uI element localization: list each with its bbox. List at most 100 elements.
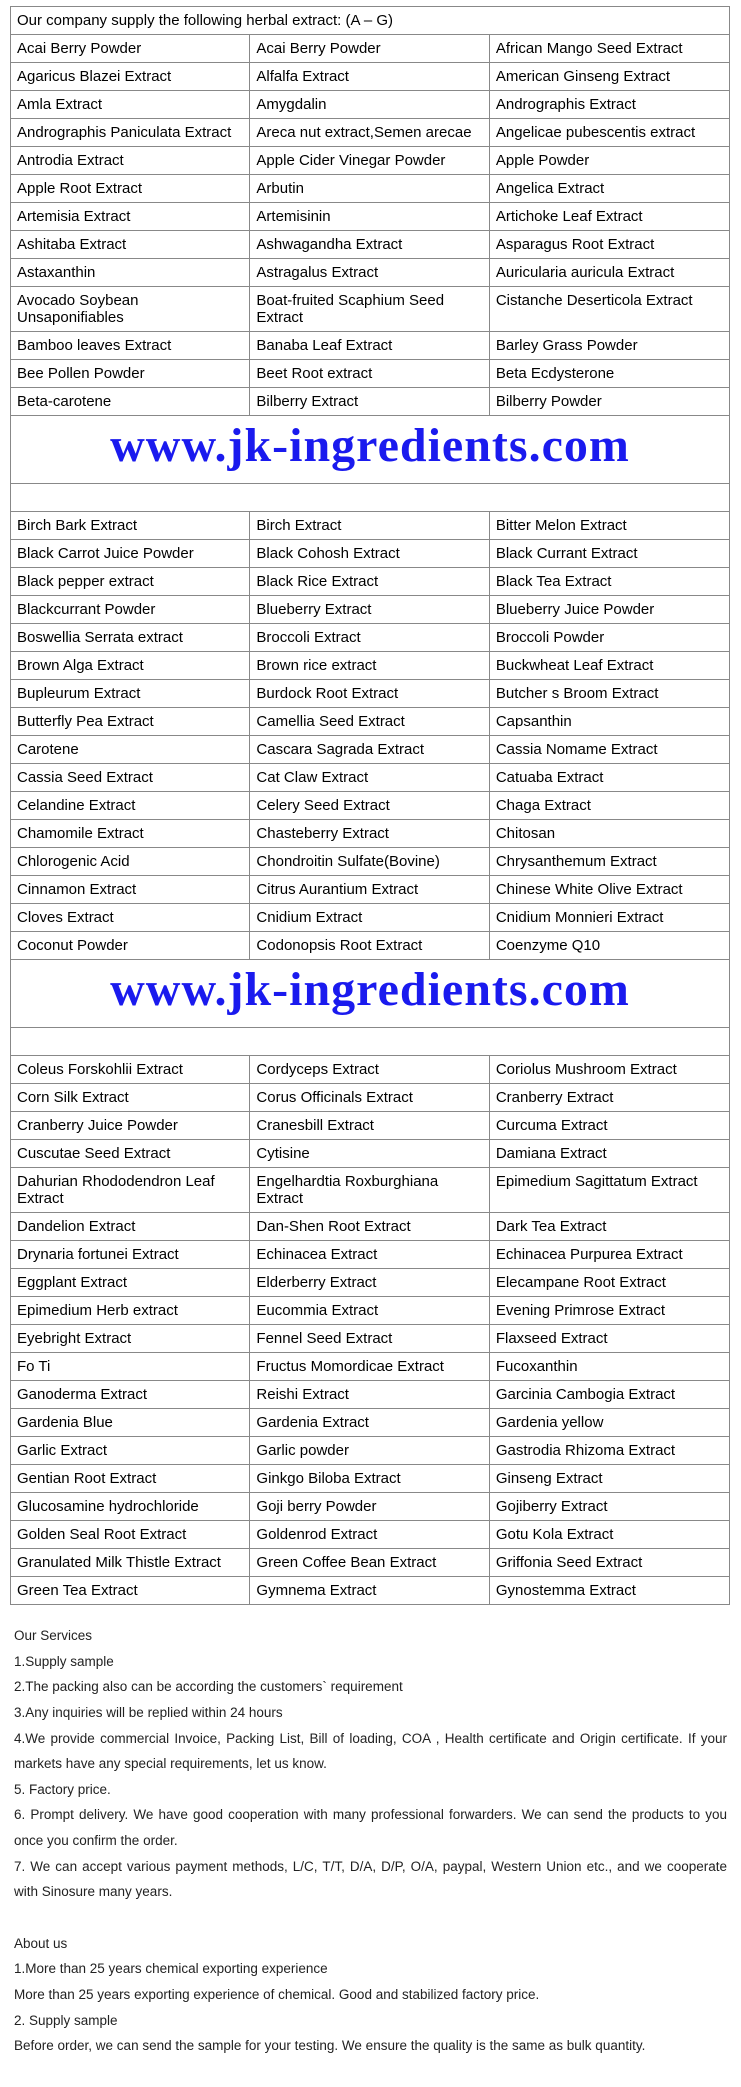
table-cell: Codonopsis Root Extract: [250, 932, 489, 960]
table-row: Epimedium Herb extractEucommia ExtractEv…: [11, 1297, 730, 1325]
table-cell: Goji berry Powder: [250, 1493, 489, 1521]
table-cell: American Ginseng Extract: [489, 63, 729, 91]
table-cell: Glucosamine hydrochloride: [11, 1493, 250, 1521]
table-row: Gardenia BlueGardenia ExtractGardenia ye…: [11, 1409, 730, 1437]
herbal-extract-table: Our company supply the following herbal …: [10, 6, 730, 1605]
table-cell: Ginseng Extract: [489, 1465, 729, 1493]
table-cell: Astragalus Extract: [250, 259, 489, 287]
table-cell: Engelhardtia Roxburghiana Extract: [250, 1168, 489, 1213]
table-cell: Echinacea Purpurea Extract: [489, 1241, 729, 1269]
table-cell: Damiana Extract: [489, 1140, 729, 1168]
table-row: Bee Pollen PowderBeet Root extractBeta E…: [11, 360, 730, 388]
table-cell: Cuscutae Seed Extract: [11, 1140, 250, 1168]
table-cell: Camellia Seed Extract: [250, 708, 489, 736]
table-cell: Beet Root extract: [250, 360, 489, 388]
table-cell: Bamboo leaves Extract: [11, 332, 250, 360]
table-cell: Celery Seed Extract: [250, 792, 489, 820]
table-cell: Angelicae pubescentis extract: [489, 119, 729, 147]
table-cell: Buckwheat Leaf Extract: [489, 652, 729, 680]
table-cell: Broccoli Powder: [489, 624, 729, 652]
table-cell: Black Cohosh Extract: [250, 540, 489, 568]
table-cell: Coleus Forskohlii Extract: [11, 1056, 250, 1084]
table-row: Celandine ExtractCelery Seed ExtractChag…: [11, 792, 730, 820]
table-cell: Dan-Shen Root Extract: [250, 1213, 489, 1241]
table-row: Corn Silk ExtractCorus Officinals Extrac…: [11, 1084, 730, 1112]
table-cell: Amygdalin: [250, 91, 489, 119]
table-cell: Cordyceps Extract: [250, 1056, 489, 1084]
watermark-text: www.jk-ingredients.com: [110, 963, 630, 1016]
table-cell: Gotu Kola Extract: [489, 1521, 729, 1549]
watermark-cell: www.jk-ingredients.com: [11, 416, 730, 484]
table-cell: Black Currant Extract: [489, 540, 729, 568]
table-row: Granulated Milk Thistle ExtractGreen Cof…: [11, 1549, 730, 1577]
table-cell: Corn Silk Extract: [11, 1084, 250, 1112]
table-cell: Catuaba Extract: [489, 764, 729, 792]
table-cell: Birch Bark Extract: [11, 512, 250, 540]
table-row: Cranberry Juice PowderCranesbill Extract…: [11, 1112, 730, 1140]
table-row: Glucosamine hydrochlorideGoji berry Powd…: [11, 1493, 730, 1521]
table-cell: Andrographis Paniculata Extract: [11, 119, 250, 147]
table-cell: Black pepper extract: [11, 568, 250, 596]
table-cell: Cassia Seed Extract: [11, 764, 250, 792]
table-cell: Avocado Soybean Unsaponifiables: [11, 287, 250, 332]
table-row: Blackcurrant PowderBlueberry ExtractBlue…: [11, 596, 730, 624]
table-cell: Bee Pollen Powder: [11, 360, 250, 388]
table-row: Brown Alga ExtractBrown rice extractBuck…: [11, 652, 730, 680]
table-cell: Ashitaba Extract: [11, 231, 250, 259]
table-cell: Broccoli Extract: [250, 624, 489, 652]
table-cell: Cistanche Deserticola Extract: [489, 287, 729, 332]
table-cell: Gymnema Extract: [250, 1577, 489, 1605]
table-row: Golden Seal Root ExtractGoldenrod Extrac…: [11, 1521, 730, 1549]
table-cell: Gardenia yellow: [489, 1409, 729, 1437]
table-cell: Cranberry Extract: [489, 1084, 729, 1112]
table-cell: Coconut Powder: [11, 932, 250, 960]
table-cell: Bilberry Powder: [489, 388, 729, 416]
table-row: Gentian Root ExtractGinkgo Biloba Extrac…: [11, 1465, 730, 1493]
table-cell: Beta-carotene: [11, 388, 250, 416]
table-cell: Elderberry Extract: [250, 1269, 489, 1297]
table-cell: Green Tea Extract: [11, 1577, 250, 1605]
table-cell: Gastrodia Rhizoma Extract: [489, 1437, 729, 1465]
table-cell: Cnidium Extract: [250, 904, 489, 932]
table-cell: Ginkgo Biloba Extract: [250, 1465, 489, 1493]
table-cell: Chitosan: [489, 820, 729, 848]
table-cell: Barley Grass Powder: [489, 332, 729, 360]
table-cell: Banaba Leaf Extract: [250, 332, 489, 360]
table-cell: Fructus Momordicae Extract: [250, 1353, 489, 1381]
table-cell: Acai Berry Powder: [250, 35, 489, 63]
services-section: Our Services 1.Supply sample2.The packin…: [14, 1623, 727, 2059]
table-row: CaroteneCascara Sagrada ExtractCassia No…: [11, 736, 730, 764]
table-cell: Burdock Root Extract: [250, 680, 489, 708]
table-row: Andrographis Paniculata ExtractAreca nut…: [11, 119, 730, 147]
table-cell: Chaga Extract: [489, 792, 729, 820]
table-cell: Fucoxanthin: [489, 1353, 729, 1381]
table-row: Drynaria fortunei ExtractEchinacea Extra…: [11, 1241, 730, 1269]
table-cell: Cranesbill Extract: [250, 1112, 489, 1140]
table-cell: Chamomile Extract: [11, 820, 250, 848]
table-cell: Garcinia Cambogia Extract: [489, 1381, 729, 1409]
about-item: 2. Supply sample: [14, 2008, 727, 2034]
table-cell: Cnidium Monnieri Extract: [489, 904, 729, 932]
services-item: 5. Factory price.: [14, 1777, 727, 1803]
table-cell: Artemisinin: [250, 203, 489, 231]
table-cell: Eggplant Extract: [11, 1269, 250, 1297]
table-cell: Ashwagandha Extract: [250, 231, 489, 259]
table-cell: Cloves Extract: [11, 904, 250, 932]
table-cell: Cinnamon Extract: [11, 876, 250, 904]
table-cell: Curcuma Extract: [489, 1112, 729, 1140]
table-cell: Evening Primrose Extract: [489, 1297, 729, 1325]
table-row: Green Tea ExtractGymnema ExtractGynostem…: [11, 1577, 730, 1605]
table-cell: Black Carrot Juice Powder: [11, 540, 250, 568]
table-cell: Citrus Aurantium Extract: [250, 876, 489, 904]
table-cell: Cat Claw Extract: [250, 764, 489, 792]
table-cell: Green Coffee Bean Extract: [250, 1549, 489, 1577]
table-cell: Antrodia Extract: [11, 147, 250, 175]
table-cell: Gynostemma Extract: [489, 1577, 729, 1605]
table-cell: Auricularia auricula Extract: [489, 259, 729, 287]
table-row: Birch Bark ExtractBirch ExtractBitter Me…: [11, 512, 730, 540]
table-cell: Corus Officinals Extract: [250, 1084, 489, 1112]
table-cell: Ganoderma Extract: [11, 1381, 250, 1409]
table-cell: Bilberry Extract: [250, 388, 489, 416]
table-cell: Garlic powder: [250, 1437, 489, 1465]
table-cell: Boat-fruited Scaphium Seed Extract: [250, 287, 489, 332]
